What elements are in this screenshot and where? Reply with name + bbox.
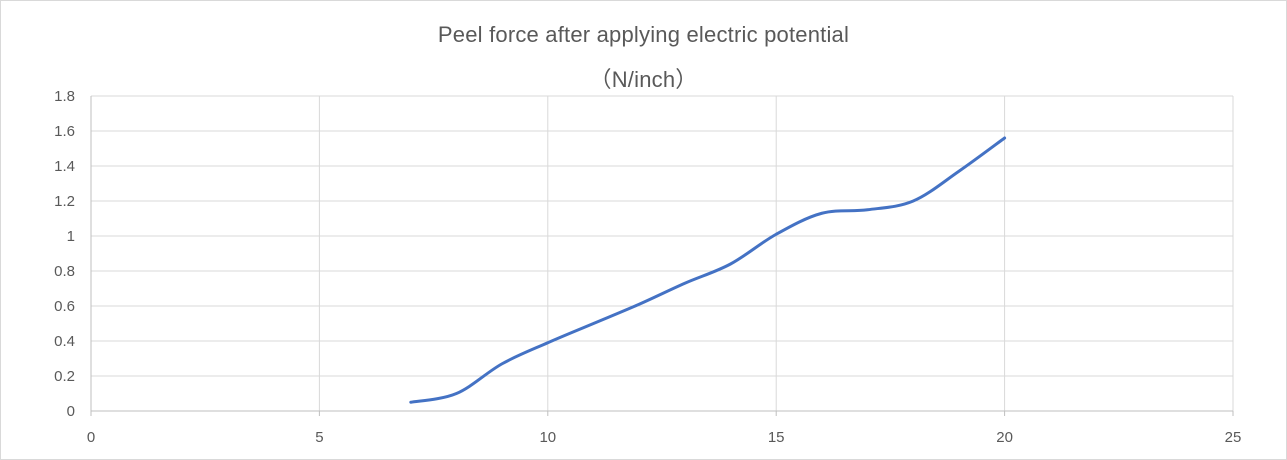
- y-tick-label: 1.4: [54, 158, 75, 175]
- data-point: [501, 362, 504, 365]
- x-tick-label: 0: [87, 429, 95, 446]
- chart-subtitle: （N/inch）: [589, 67, 698, 92]
- x-tick-label: 15: [768, 429, 785, 446]
- y-tick-label: 1.8: [54, 88, 75, 105]
- y-tick-label: 0.8: [54, 263, 75, 280]
- data-point: [546, 341, 549, 344]
- data-point: [1003, 137, 1006, 140]
- chart-title: Peel force after applying electric poten…: [437, 22, 850, 47]
- y-tick-label: 0.4: [54, 333, 75, 350]
- y-tick-label: 0: [67, 403, 75, 420]
- y-tick-label: 1.2: [54, 193, 75, 210]
- x-tick-label: 25: [1225, 429, 1242, 446]
- data-point: [729, 263, 732, 266]
- data-point: [775, 233, 778, 236]
- data-point: [409, 401, 412, 404]
- y-tick-label: 1: [67, 228, 75, 245]
- x-tick-label: 20: [996, 429, 1013, 446]
- data-point: [638, 303, 641, 306]
- data-point: [455, 392, 458, 395]
- data-point: [820, 212, 823, 215]
- x-tick-label: 5: [315, 429, 323, 446]
- data-point: [957, 170, 960, 173]
- x-tick-label: 10: [539, 429, 556, 446]
- data-point: [912, 200, 915, 203]
- y-tick-label: 0.2: [54, 368, 75, 385]
- y-tick-label: 1.6: [54, 123, 75, 140]
- y-tick-label: 0.6: [54, 298, 75, 315]
- data-point: [592, 322, 595, 325]
- data-point: [683, 282, 686, 285]
- data-point: [866, 208, 869, 211]
- series-line: [409, 136, 1007, 404]
